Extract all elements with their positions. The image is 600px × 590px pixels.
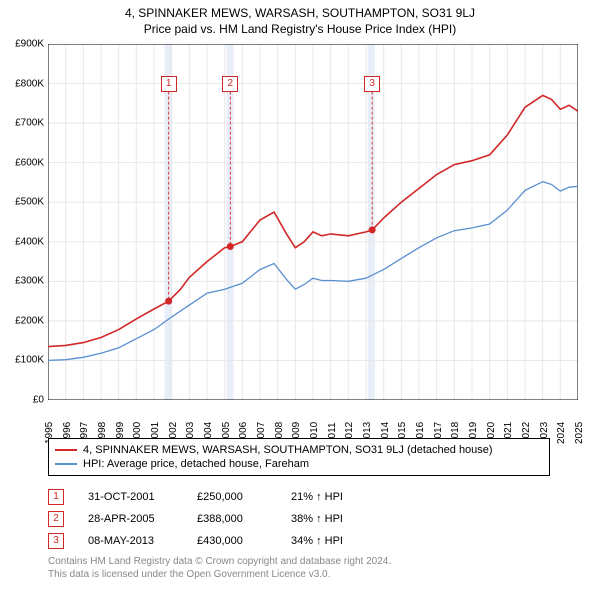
y-axis-labels: £0£100K£200K£300K£400K£500K£600K£700K£80… <box>0 44 46 400</box>
x-tick-label: 2025 <box>574 422 585 444</box>
y-tick-label: £700K <box>15 118 44 129</box>
plot-area: 1 2 3 <box>48 44 578 400</box>
sale-row: 2 28-APR-2005 £388,000 38% ↑ HPI <box>48 508 371 530</box>
chart-subtitle: Price paid vs. HM Land Registry's House … <box>0 20 600 36</box>
footer-line-1: Contains HM Land Registry data © Crown c… <box>48 556 536 569</box>
sale-pct: 21% ↑ HPI <box>291 491 371 503</box>
y-tick-label: £400K <box>15 236 44 247</box>
sale-row-marker: 1 <box>48 489 64 505</box>
y-tick-label: £900K <box>15 39 44 50</box>
sales-table: 1 31-OCT-2001 £250,000 21% ↑ HPI 2 28-APR-200… <box>48 486 371 552</box>
sale-row: 3 08-MAY-2013 £430,000 34% ↑ HPI <box>48 530 371 552</box>
sale-row: 1 31-OCT-2001 £250,000 21% ↑ HPI <box>48 486 371 508</box>
sale-date: 31-OCT-2001 <box>88 491 173 503</box>
y-tick-label: £300K <box>15 276 44 287</box>
sale-date: 28-APR-2005 <box>88 513 173 525</box>
footer-attribution: Contains HM Land Registry data © Crown c… <box>48 556 536 581</box>
legend-swatch <box>55 463 77 465</box>
sale-marker-box: 1 <box>161 76 177 92</box>
sale-pct: 38% ↑ HPI <box>291 513 371 525</box>
sale-row-marker: 3 <box>48 533 64 549</box>
sale-marker-box: 3 <box>364 76 380 92</box>
y-tick-label: £500K <box>15 197 44 208</box>
footer-line-2: This data is licensed under the Open Gov… <box>48 569 536 582</box>
legend-item: HPI: Average price, detached house, Fare… <box>55 457 543 471</box>
x-axis-labels: 1995199619971998199920002001200220032004… <box>48 402 578 434</box>
chart-title: 4, SPINNAKER MEWS, WARSASH, SOUTHAMPTON,… <box>0 0 600 20</box>
y-tick-label: £100K <box>15 355 44 366</box>
legend-label: 4, SPINNAKER MEWS, WARSASH, SOUTHAMPTON,… <box>83 444 493 456</box>
sale-price: £388,000 <box>197 513 267 525</box>
y-tick-label: £200K <box>15 315 44 326</box>
legend: 4, SPINNAKER MEWS, WARSASH, SOUTHAMPTON,… <box>48 438 550 476</box>
y-tick-label: £800K <box>15 78 44 89</box>
legend-item: 4, SPINNAKER MEWS, WARSASH, SOUTHAMPTON,… <box>55 443 543 457</box>
legend-label: HPI: Average price, detached house, Fare… <box>83 458 309 470</box>
sale-row-marker: 2 <box>48 511 64 527</box>
sale-pct: 34% ↑ HPI <box>291 535 371 547</box>
y-tick-label: £600K <box>15 157 44 168</box>
y-tick-label: £0 <box>33 395 44 406</box>
sale-date: 08-MAY-2013 <box>88 535 173 547</box>
chart-svg <box>48 44 578 400</box>
x-tick-label: 2024 <box>556 422 567 444</box>
sale-price: £430,000 <box>197 535 267 547</box>
sale-price: £250,000 <box>197 491 267 503</box>
legend-swatch <box>55 449 77 451</box>
sale-marker-box: 2 <box>222 76 238 92</box>
